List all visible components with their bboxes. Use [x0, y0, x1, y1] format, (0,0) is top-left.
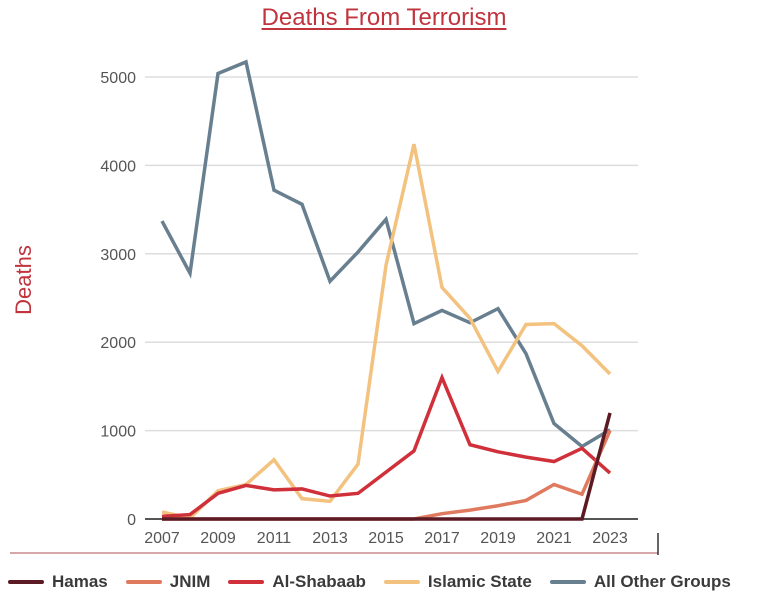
series-line-jnim	[162, 429, 612, 521]
x-tick-label: 2013	[312, 530, 348, 547]
legend-swatch	[125, 580, 162, 584]
legend-label: Al-Shabaab	[272, 572, 366, 591]
legend-item-hamas: Hamas	[8, 572, 108, 592]
y-axis-ticks: 0 1000 2000 3000 4000 5000	[100, 70, 136, 529]
y-tick-label: 1000	[100, 424, 136, 441]
legend: Hamas JNIM Al-Shabaab Islamic State All Othe…	[8, 572, 768, 592]
x-tick-label: 2021	[536, 530, 572, 547]
x-axis-ticks: 2007 2009 2011 2013 2015 2017 2019 2021 2023	[144, 530, 628, 547]
legend-swatch	[8, 580, 44, 584]
legend-swatch	[383, 580, 420, 584]
legend-item-islamic-state: Islamic State	[383, 572, 532, 592]
legend-label: Hamas	[52, 572, 108, 591]
series-lines	[160, 59, 612, 521]
x-tick-label: 2023	[592, 530, 628, 547]
legend-label: JNIM	[169, 572, 211, 591]
legend-item-al-shabaab: Al-Shabaab	[228, 572, 366, 592]
legend-swatch	[549, 580, 586, 584]
y-tick-label: 2000	[100, 335, 136, 352]
chart-title: Deaths From Terrorism	[261, 4, 507, 31]
x-tick-label: 2009	[200, 530, 236, 547]
legend-item-jnim: JNIM	[125, 572, 211, 592]
x-tick-label: 2019	[480, 530, 516, 547]
legend-label: Islamic State	[427, 572, 532, 591]
series-line-all-other-groups	[160, 59, 611, 449]
y-tick-label: 3000	[100, 247, 136, 264]
x-tick-label: 2007	[144, 530, 180, 547]
x-tick-label: 2011	[257, 530, 292, 547]
x-tick-label: 2015	[368, 530, 404, 547]
series-line-islamic-state	[161, 143, 612, 521]
y-tick-label: 5000	[100, 70, 136, 87]
y-tick-label: 4000	[100, 158, 136, 175]
series-line-al-shabaab	[161, 372, 612, 519]
y-tick-label: 0	[127, 512, 136, 529]
gridlines	[145, 76, 638, 432]
series-line-hamas	[162, 412, 612, 521]
legend-label: All Other Groups	[593, 572, 731, 591]
legend-swatch	[228, 580, 265, 584]
x-tick-label: 2017	[424, 530, 460, 547]
legend-item-all-other-groups: All Other Groups	[549, 572, 731, 592]
